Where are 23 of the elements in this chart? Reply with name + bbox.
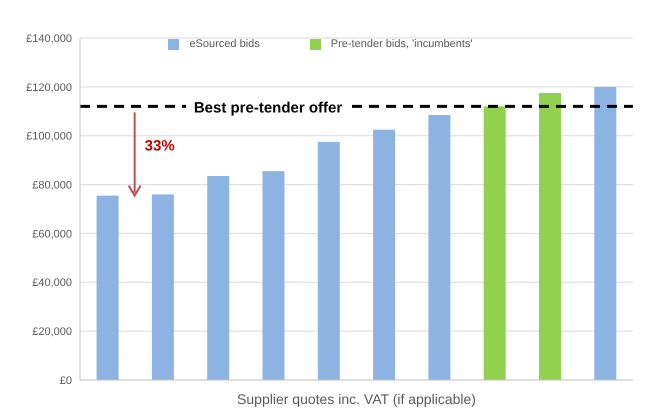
legend-label: Pre-tender bids, 'incumbents' [330,38,473,50]
bar [207,176,230,380]
ref-line-label: Best pre-tender offer [194,99,342,116]
y-tick-label: £60,000 [32,228,72,240]
bar [428,114,450,380]
x-axis-title: Supplier quotes inc. VAT (if applicable) [237,391,476,407]
y-tick-label: £140,000 [26,32,72,45]
y-tick-label: £120,000 [26,82,72,94]
y-tick-label: £40,000 [32,277,72,290]
y-tick-label: £80,000 [32,179,72,192]
bar [484,106,506,380]
y-tick-label: £0 [60,374,72,387]
bar [373,130,396,380]
bar [262,171,284,380]
annotation: 33% [144,137,175,154]
bar [318,142,340,380]
bar [96,196,119,380]
bar [538,92,561,380]
y-tick-label: £100,000 [26,130,72,143]
bar [152,194,174,380]
legend-label: eSourced bids [188,38,260,50]
bar [594,86,616,380]
y-tick-label: £20,000 [32,326,72,338]
